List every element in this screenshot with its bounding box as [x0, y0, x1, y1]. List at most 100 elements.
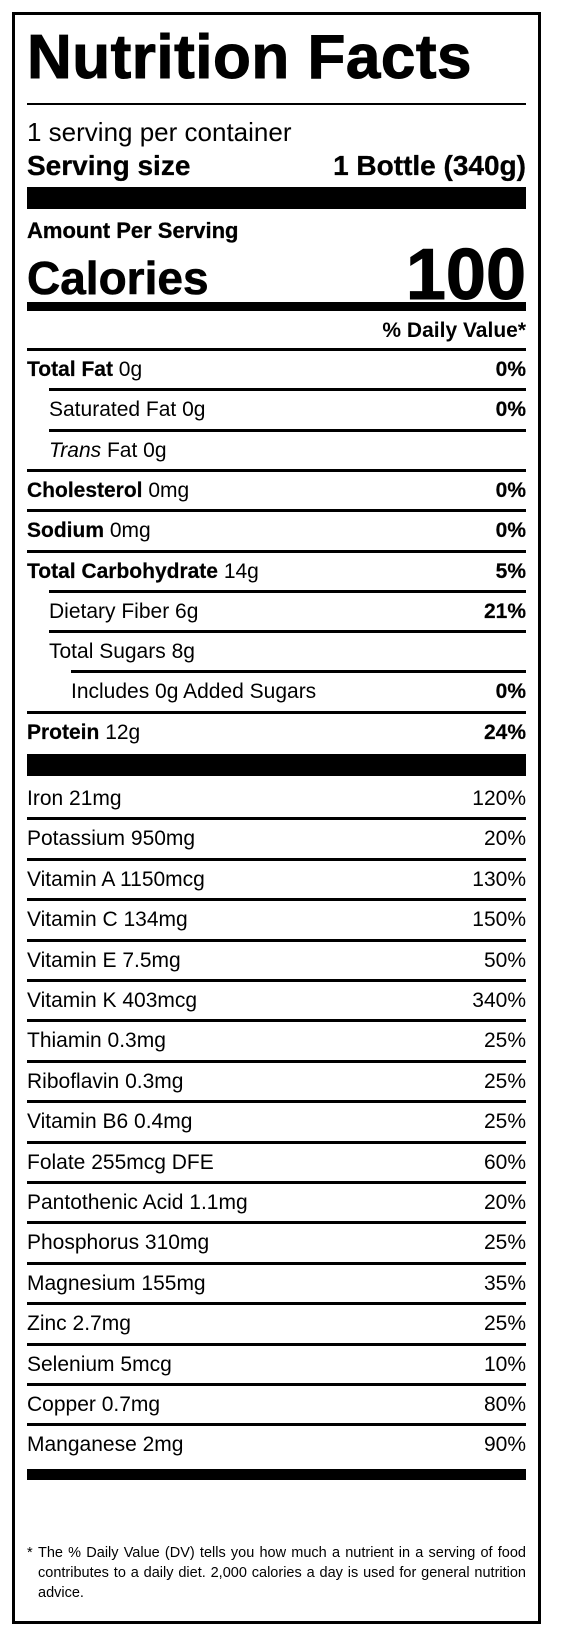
micronutrient-daily-value: 25% [483, 1110, 526, 1134]
micronutrient-row: Vitamin A 1150mcg 130% [27, 860, 526, 900]
micronutrient-name: Selenium [27, 1352, 115, 1376]
label-title: Nutrition Facts [27, 23, 472, 92]
micronutrient-row: Zinc 2.7mg 25% [27, 1304, 526, 1344]
micronutrient-name: Magnesium [27, 1271, 136, 1295]
micronutrient-name: Thiamin [27, 1029, 102, 1053]
micronutrient-name: Iron [27, 787, 64, 810]
nutrient-row: Trans Fat 0g [49, 431, 526, 471]
nutrient-amount: 14g [223, 559, 259, 583]
row-divider [27, 1019, 526, 1023]
micronutrient-name: Vitamin E [27, 948, 117, 972]
row-divider [27, 710, 526, 714]
medium-divider [27, 302, 526, 311]
daily-value-header: % Daily Value* [382, 319, 526, 342]
micronutrient-row: Potassium 950mg 20% [27, 819, 526, 859]
micronutrient-daily-value: 25% [483, 1029, 526, 1053]
micronutrient-daily-value: 50% [483, 948, 526, 972]
row-divider [49, 630, 526, 634]
nutrient-daily-value: 5% [495, 559, 527, 583]
nutrient-daily-value: 0% [495, 358, 527, 381]
micronutrient-name: Manganese [27, 1433, 137, 1457]
nutrient-amount: 0g [182, 398, 206, 422]
micronutrient-daily-value: 340% [472, 989, 526, 1012]
row-divider [27, 898, 526, 902]
micronutrient-row: Magnesium 155mg 35% [27, 1264, 526, 1304]
micronutrient-row: Phosphorus 310mg 25% [27, 1223, 526, 1263]
row-divider [27, 1100, 526, 1104]
thick-divider [27, 754, 526, 776]
row-divider [27, 857, 526, 861]
nutrient-name: Total Sugars [49, 640, 166, 664]
micronutrient-amount: 950mg [130, 827, 196, 851]
micronutrient-row: Iron 21mg 120% [27, 779, 526, 819]
micronutrient-row: Folate 255mcg DFE 60% [27, 1143, 526, 1183]
micronutrient-row: Vitamin C 134mg 150% [27, 900, 526, 940]
micronutrient-name: Riboflavin [27, 1069, 120, 1093]
label-content: Nutrition Facts 1 serving per container … [27, 15, 527, 1621]
micronutrient-name: Vitamin A [27, 867, 115, 891]
nutrient-row: Saturated Fat 0g 0% [49, 390, 526, 430]
micronutrient-name: Potassium [27, 827, 126, 851]
nutrient-row: Sodium 0mg 0% [27, 511, 526, 551]
nutrient-daily-value: 0% [495, 519, 527, 543]
row-divider [49, 589, 526, 593]
micronutrient-amount: 0.7mg [101, 1393, 161, 1416]
micronutrient-amount: 1.1mg [189, 1191, 248, 1214]
row-divider [71, 670, 526, 674]
micronutrient-daily-value: 25% [483, 1312, 526, 1336]
nutrient-amount: 0g [143, 438, 167, 462]
micronutrient-daily-value: 80% [483, 1393, 526, 1416]
row-divider [27, 1059, 526, 1063]
micronutrient-amount: 0.3mg [107, 1029, 166, 1053]
micronutrient-amount: 2.7mg [72, 1312, 131, 1336]
micronutrient-amount: 155mg [141, 1271, 206, 1295]
row-divider [49, 428, 526, 432]
micronutrient-daily-value: 25% [483, 1231, 526, 1255]
nutrition-facts-label: Nutrition Facts 1 serving per container … [12, 12, 541, 1624]
nutrient-amount: 0g [118, 358, 143, 381]
nutrient-daily-value: 24% [483, 720, 526, 744]
micronutrient-amount: 310mg [144, 1231, 210, 1255]
micronutrient-daily-value: 120% [472, 787, 526, 810]
micronutrient-name: Vitamin C [27, 908, 118, 932]
nutrient-row: Protein 12g 24% [27, 713, 526, 753]
nutrient-name-suffix: Fat [106, 438, 138, 462]
nutrient-row: Cholesterol 0mg 0% [27, 471, 526, 511]
micronutrient-row: Manganese 2mg 90% [27, 1425, 526, 1465]
nutrient-name: Sodium [27, 519, 104, 543]
micronutrient-row: Selenium 5mcg 10% [27, 1345, 526, 1385]
row-divider [49, 388, 526, 392]
micronutrient-row: Vitamin B6 0.4mg 25% [27, 1102, 526, 1142]
servings-per-container: 1 serving per container [27, 117, 292, 147]
nutrient-name: Trans [49, 438, 102, 462]
row-divider [27, 468, 526, 472]
micronutrient-amount: 21mg [69, 787, 122, 810]
medium-divider [27, 1469, 526, 1480]
row-divider [27, 979, 526, 982]
micronutrient-row: Riboflavin 0.3mg 25% [27, 1062, 526, 1102]
nutrient-daily-value: 0% [495, 680, 527, 704]
micronutrient-name: Pantothenic Acid [27, 1191, 184, 1214]
micronutrient-daily-value: 60% [483, 1150, 526, 1174]
calories-label: Calories [27, 252, 209, 304]
row-divider [27, 1383, 526, 1386]
row-divider [27, 1140, 526, 1144]
row-divider [27, 817, 526, 821]
serving-size-label: Serving size [27, 150, 191, 181]
micronutrient-row: Copper 0.7mg 80% [27, 1385, 526, 1425]
micronutrient-name: Vitamin K [27, 989, 117, 1012]
nutrient-row: Total Sugars 8g [49, 632, 526, 672]
micronutrient-amount: 1150mcg [120, 867, 205, 891]
nutrient-name: Cholesterol [27, 478, 143, 502]
micronutrient-row: Vitamin K 403mcg 340% [27, 981, 526, 1021]
nutrient-amount: 12g [105, 720, 141, 744]
row-divider [27, 1342, 526, 1346]
micronutrient-amount: 255mcg DFE [91, 1150, 214, 1174]
nutrient-name: Total Fat [27, 358, 113, 381]
serving-size: Serving size 1 Bottle (340g) [27, 150, 526, 181]
row-divider [27, 509, 526, 513]
footnote-marker: * [27, 1545, 33, 1561]
micronutrient-daily-value: 130% [472, 867, 526, 891]
micronutrient-daily-value: 20% [483, 827, 526, 851]
micronutrient-daily-value: 150% [472, 908, 526, 932]
